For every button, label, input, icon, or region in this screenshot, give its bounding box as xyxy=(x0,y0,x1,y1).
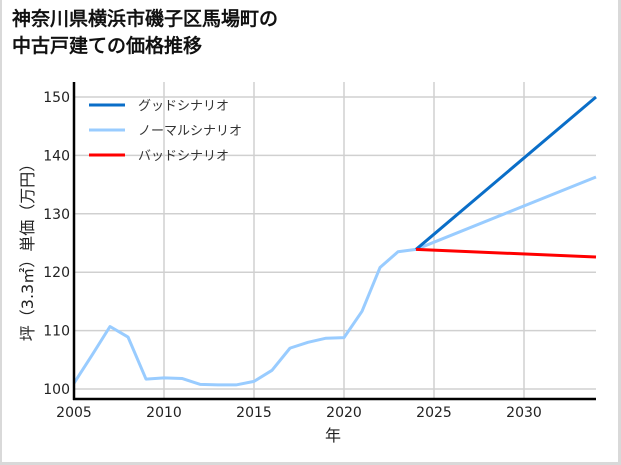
legend-label: ノーマルシナリオ xyxy=(138,124,242,139)
series-line xyxy=(72,175,597,387)
chart-title: 神奈川県横浜市磯子区馬場町の 中古戸建ての価格推移 xyxy=(12,6,278,60)
series-lines xyxy=(72,95,597,387)
y-tick-label: 130 xyxy=(43,207,70,223)
x-tick-label: 2015 xyxy=(236,405,272,421)
y-tick-label: 120 xyxy=(43,265,70,281)
y-tick-label: 100 xyxy=(43,382,70,398)
x-tick-label: 2030 xyxy=(506,405,542,421)
legend-item: ノーマルシナリオ xyxy=(89,124,242,139)
y-tick-label: 150 xyxy=(43,90,70,106)
legend-item: グッドシナリオ xyxy=(89,99,229,114)
x-tick-label: 2005 xyxy=(56,405,92,421)
y-axis-label: 坪（3.3㎡）単価（万円） xyxy=(18,156,37,341)
legend-label: グッドシナリオ xyxy=(138,99,229,114)
title-line-1: 神奈川県横浜市磯子区馬場町の xyxy=(12,8,279,30)
x-tick-label: 2025 xyxy=(416,405,452,421)
series-line xyxy=(415,247,597,259)
axes xyxy=(72,82,596,401)
tick-labels: 2005 2010 2015 2020 2025 2030 100 110 120 130 140 1… xyxy=(43,90,542,421)
x-axis-label: 年 xyxy=(325,426,341,445)
legend-label: バッドシナリオ xyxy=(138,149,229,164)
x-tick-label: 2020 xyxy=(326,405,362,421)
legend-item: バッドシナリオ xyxy=(89,149,229,164)
x-tick-label: 2010 xyxy=(146,405,182,421)
y-tick-label: 110 xyxy=(43,324,70,340)
title-line-2: 中古戸建ての価格推移 xyxy=(12,35,203,57)
y-tick-label: 140 xyxy=(43,148,70,164)
grid-lines xyxy=(73,82,596,399)
series-line xyxy=(415,95,597,251)
